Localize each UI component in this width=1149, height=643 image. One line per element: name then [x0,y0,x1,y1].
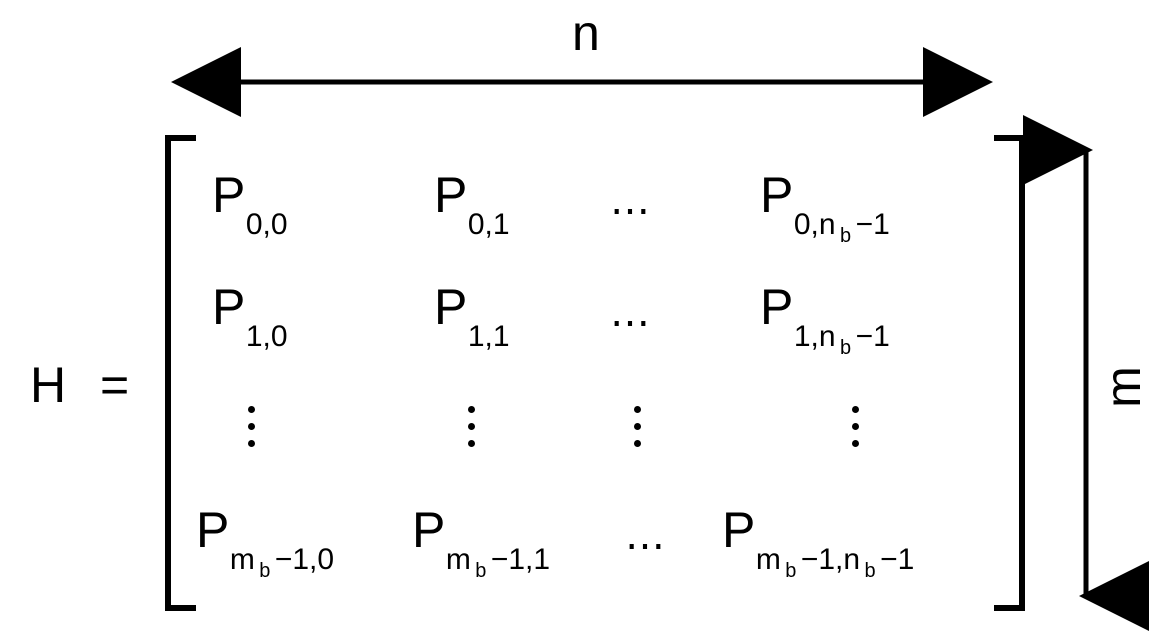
cell-sub-mid1: −1,n [801,543,860,576]
cell-P: P [412,502,445,558]
cell-sub-post: −1 [856,320,890,353]
hdots-row1: ⋯ [610,300,656,346]
cell-P: P [434,279,467,335]
cell-P: P [760,279,793,335]
cell-sub-pre1: m [756,543,781,576]
cell-0-3: P 0,n b −1 [760,170,894,220]
cell-sub-b1: b [785,560,796,582]
cell-3-0: P m b −1,0 [196,505,338,555]
cell-1-1: P 1,1 [434,282,514,332]
cell-sub: 1,0 [246,320,288,353]
vdots-col2 [634,406,641,447]
cell-sub-post: −1,0 [275,543,334,576]
cell-sub-post: −1 [856,208,890,241]
left-bracket [168,138,196,608]
cell-sub-b: b [840,225,851,247]
cell-0-0: P 0,0 [212,170,292,220]
hdots-row3: ⋯ [625,523,671,569]
cell-sub-pre: m [446,543,471,576]
vdots-col3 [852,406,859,447]
hdots-row0: ⋯ [610,188,656,234]
cell-P: P [760,167,793,223]
vdots-col1 [468,406,475,447]
cell-3-3: P m b −1,n b −1 [722,505,918,555]
cell-sub-b: b [259,560,270,582]
cell-sub-pre: 1,n [794,320,836,353]
cell-sub-pre: m [230,543,255,576]
cell-P: P [196,502,229,558]
cell-1-3: P 1,n b −1 [760,282,894,332]
cell-sub-post1: −1 [880,543,914,576]
cell-3-1: P m b −1,1 [412,505,554,555]
vdots-col0 [248,406,255,447]
cell-0-1: P 0,1 [434,170,514,220]
cell-sub-pre: 0,n [794,208,836,241]
cell-sub-b2: b [865,560,876,582]
cell-P: P [212,279,245,335]
cell-P: P [434,167,467,223]
cell-sub: 0,1 [468,208,510,241]
cell-sub-post: −1,1 [491,543,550,576]
diagram-svg [0,0,1149,643]
cell-sub: 0,0 [246,208,288,241]
cell-sub-b: b [840,337,851,359]
cell-sub-b: b [475,560,486,582]
cell-P: P [722,502,755,558]
cell-sub: 1,1 [468,320,510,353]
right-bracket [994,138,1022,608]
cell-P: P [212,167,245,223]
cell-1-0: P 1,0 [212,282,292,332]
